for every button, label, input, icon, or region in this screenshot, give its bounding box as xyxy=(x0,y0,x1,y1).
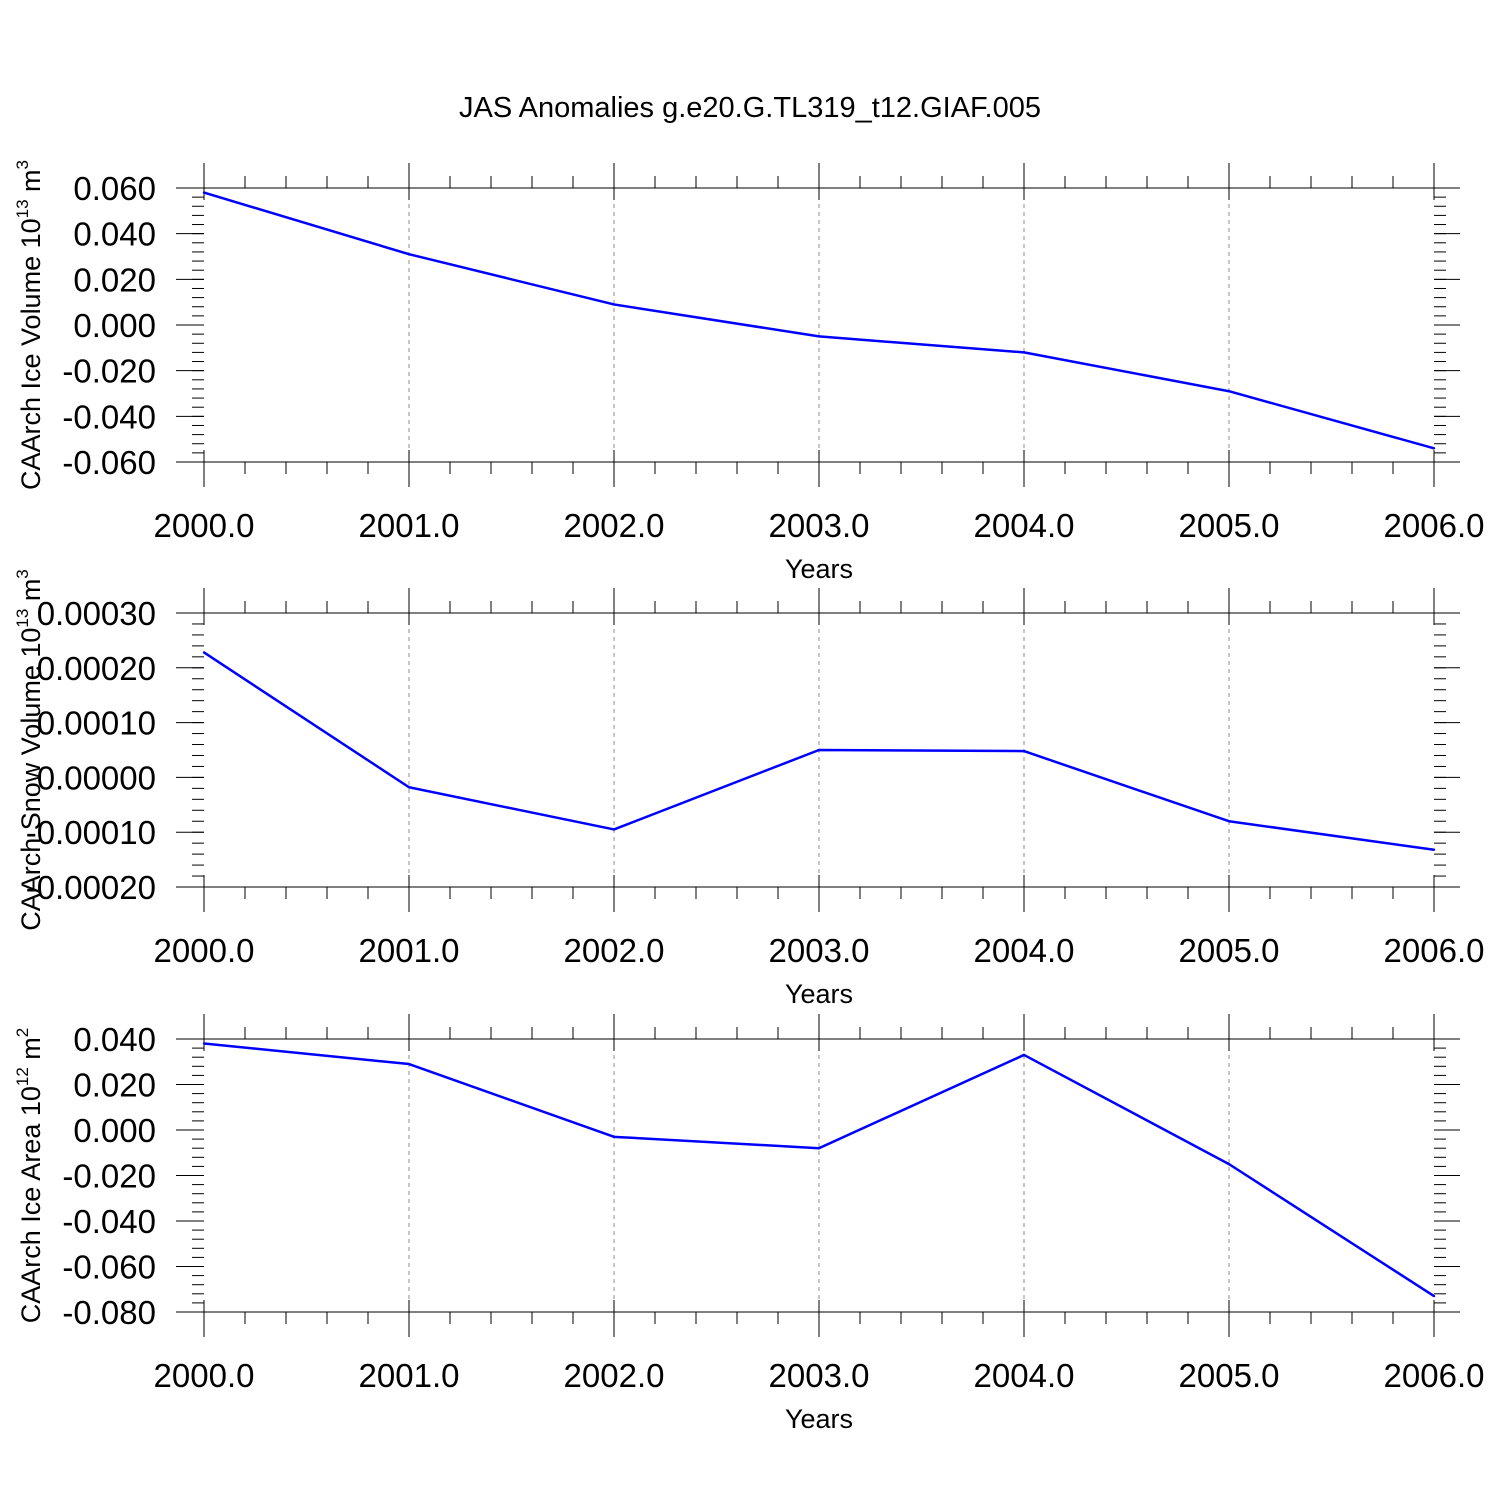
y-axis-label: CAArch Ice Volume 1013 m3 xyxy=(13,160,46,490)
y-tick-label: -0.020 xyxy=(62,353,156,390)
y-tick-label: -0.040 xyxy=(62,398,156,435)
x-tick-label: 2006.0 xyxy=(1384,932,1485,969)
x-tick-label: 2002.0 xyxy=(564,932,665,969)
x-tick-label: 2001.0 xyxy=(359,1357,460,1394)
y-tick-label: -0.00010 xyxy=(26,814,156,851)
data-point xyxy=(817,1147,821,1150)
y-axis-label: CAArch Snow Volume 1013 m3 xyxy=(13,569,46,931)
data-point xyxy=(817,335,821,338)
data-point xyxy=(1022,1053,1026,1057)
data-point xyxy=(612,1135,616,1139)
data-point xyxy=(1022,749,1026,753)
panel-3: 0.040 0.020 0.000 -0.020 -0.040 -0.060 -0.080 2… xyxy=(13,1014,1484,1434)
x-tick-label: 2003.0 xyxy=(769,507,870,544)
data-point xyxy=(1432,848,1436,851)
data-point xyxy=(1227,390,1231,393)
chart-title: JAS Anomalies g.e20.G.TL319_t12.GIAF.005 xyxy=(459,92,1041,124)
x-tick-label: 2004.0 xyxy=(974,1357,1075,1394)
x-tick-label: 2005.0 xyxy=(1179,932,1280,969)
y-tick-label: -0.060 xyxy=(62,1249,156,1286)
data-point xyxy=(817,748,821,752)
panel-1: 0.060 0.040 0.020 0.000 -0.020 -0.040 -0.060 20… xyxy=(13,160,1484,584)
data-point xyxy=(612,303,616,306)
panels: 0.060 0.040 0.020 0.000 -0.020 -0.040 -0.060 20… xyxy=(13,160,1484,1434)
x-axis-label: Years xyxy=(785,979,853,1009)
y-tick-label: -0.080 xyxy=(62,1294,156,1331)
data-point xyxy=(1432,1294,1436,1298)
y-tick-label: -0.020 xyxy=(62,1158,156,1195)
panel-2: 0.00030 0.00020 0.00010 0.00000 -0.00010 -0.0… xyxy=(13,569,1484,1009)
x-tick-label: 2002.0 xyxy=(564,507,665,544)
y-tick-label: 0.040 xyxy=(73,1021,156,1058)
x-tick-label: 2000.0 xyxy=(154,932,255,969)
data-point xyxy=(202,1042,206,1045)
y-tick-label: -0.040 xyxy=(62,1203,156,1240)
x-tick-label: 2001.0 xyxy=(359,507,460,544)
x-tick-label: 2006.0 xyxy=(1384,1357,1485,1394)
y-tick-label: 0.040 xyxy=(73,216,156,253)
y-axis-label: CAArch Ice Area 1012 m2 xyxy=(13,1028,46,1324)
data-point xyxy=(407,786,411,789)
y-tick-label: 0.00000 xyxy=(37,759,156,796)
data-point xyxy=(1227,820,1231,823)
x-tick-label: 2006.0 xyxy=(1384,507,1485,544)
y-tick-label: 0.060 xyxy=(73,170,156,207)
data-point xyxy=(407,1062,411,1066)
x-axis-label: Years xyxy=(785,1404,853,1434)
data-point xyxy=(612,828,616,831)
y-tick-label: 0.000 xyxy=(73,307,156,344)
x-tick-label: 2004.0 xyxy=(974,507,1075,544)
x-tick-label: 2004.0 xyxy=(974,932,1075,969)
x-axis-label: Years xyxy=(785,554,853,584)
x-tick-label: 2000.0 xyxy=(154,1357,255,1394)
data-point xyxy=(1227,1162,1231,1166)
data-point xyxy=(1022,351,1026,354)
y-tick-label: 0.020 xyxy=(73,1067,156,1104)
data-point xyxy=(407,253,411,256)
y-tick-label: -0.00020 xyxy=(26,869,156,906)
y-tick-label: -0.060 xyxy=(62,444,156,481)
y-tick-label: 0.00030 xyxy=(37,595,156,632)
data-point xyxy=(202,651,206,654)
x-tick-label: 2002.0 xyxy=(564,1357,665,1394)
y-tick-label: 0.00010 xyxy=(37,705,156,742)
x-tick-label: 2000.0 xyxy=(154,507,255,544)
y-tick-label: 0.000 xyxy=(73,1112,156,1149)
y-tick-label: 0.00020 xyxy=(37,650,156,687)
data-point xyxy=(202,191,206,194)
y-tick-label: 0.020 xyxy=(73,261,156,298)
x-tick-label: 2005.0 xyxy=(1179,1357,1280,1394)
x-tick-label: 2001.0 xyxy=(359,932,460,969)
data-point xyxy=(1432,447,1436,450)
x-tick-label: 2003.0 xyxy=(769,932,870,969)
x-tick-label: 2003.0 xyxy=(769,1357,870,1394)
x-tick-label: 2005.0 xyxy=(1179,507,1280,544)
